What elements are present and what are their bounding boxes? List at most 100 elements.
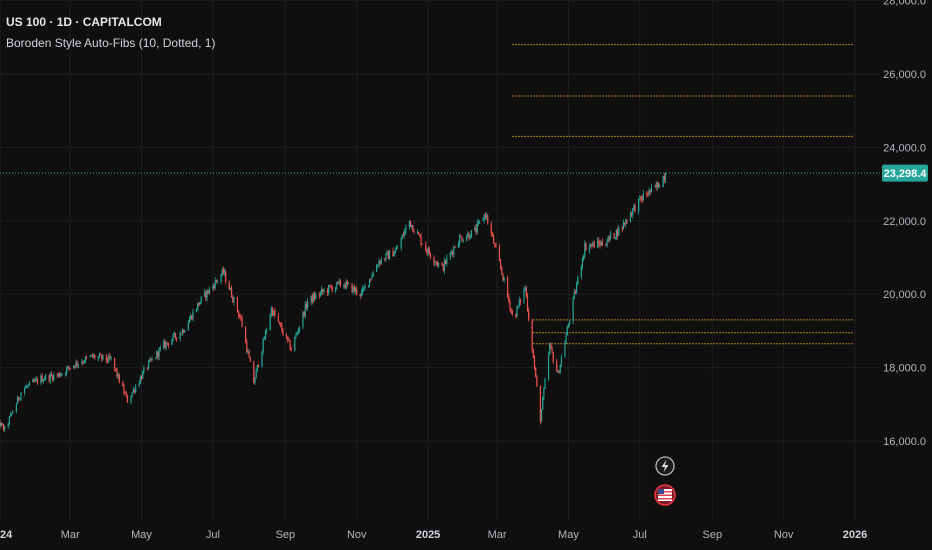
candle — [323, 288, 325, 294]
candle — [253, 360, 255, 384]
candle — [0, 419, 1, 429]
us-flag-icon[interactable] — [654, 484, 676, 506]
candle — [98, 352, 101, 359]
candle — [526, 293, 529, 313]
candle — [443, 257, 446, 274]
candle — [573, 288, 575, 300]
x-tick-label: Sep — [276, 529, 296, 541]
candle — [623, 222, 626, 227]
candle — [397, 245, 399, 249]
candle — [435, 261, 437, 266]
candle — [664, 172, 667, 184]
candle — [40, 374, 42, 386]
candle — [307, 298, 309, 312]
candle — [485, 211, 488, 221]
candle — [567, 323, 570, 329]
candle — [569, 319, 571, 327]
candle — [61, 372, 63, 376]
candle — [163, 339, 165, 350]
candle — [43, 376, 46, 381]
candle — [89, 355, 91, 358]
candle — [468, 232, 470, 241]
candle — [650, 183, 653, 193]
candle — [262, 337, 264, 355]
candle — [394, 247, 396, 254]
candle — [438, 262, 440, 268]
y-tick-label: 18,000.0 — [883, 363, 926, 375]
candle — [515, 313, 517, 319]
symbol-title[interactable]: US 100 · 1D · CAPITALCOM — [6, 15, 162, 29]
candle — [402, 231, 405, 237]
candle — [297, 327, 299, 336]
candle — [400, 236, 402, 251]
candle — [492, 233, 495, 244]
candle — [577, 275, 579, 286]
candle — [370, 278, 372, 282]
candle — [615, 229, 617, 240]
candle — [277, 312, 279, 323]
candle — [91, 353, 94, 358]
candle — [641, 195, 643, 204]
candle — [633, 204, 635, 211]
candle — [108, 353, 110, 363]
candle — [199, 301, 201, 306]
candle — [289, 339, 291, 351]
last-price-value: 23,298.4 — [884, 168, 928, 180]
candle — [73, 365, 75, 369]
candle — [616, 227, 619, 240]
candle — [433, 255, 435, 267]
lightning-icon[interactable] — [655, 456, 675, 476]
candle — [158, 347, 160, 361]
candle — [23, 386, 26, 396]
chart-events[interactable] — [654, 456, 676, 506]
candle — [336, 281, 338, 290]
candle — [460, 234, 462, 238]
candle — [498, 243, 501, 262]
chart-legend: US 100 · 1D · CAPITALCOM Boroden Style A… — [6, 12, 215, 54]
candle — [329, 285, 331, 288]
candle — [500, 258, 502, 270]
indicator-title[interactable]: Boroden Style Auto-Fibs (10, Dotted, 1) — [6, 36, 216, 50]
y-tick-label: 26,000.0 — [883, 69, 926, 81]
candle — [478, 220, 481, 224]
candle — [139, 374, 141, 384]
y-tick-label: 22,000.0 — [883, 216, 926, 228]
candle — [173, 330, 175, 338]
candle — [551, 346, 553, 353]
candle — [484, 212, 486, 220]
candle — [655, 181, 657, 191]
time-axis[interactable]: 2024 Mar May Jul Sep Nov 2025 Mar May Jul Sep Nov 20… — [0, 529, 867, 541]
candle — [229, 287, 232, 291]
candle — [331, 285, 333, 293]
candle — [326, 287, 329, 297]
candle — [588, 243, 591, 254]
candle — [442, 263, 444, 272]
candle — [140, 374, 143, 381]
candle — [647, 191, 649, 198]
candle — [281, 322, 283, 334]
candle — [12, 409, 14, 414]
candle — [167, 342, 170, 349]
x-tick-label: 2024 — [0, 529, 13, 541]
x-tick-label: Nov — [347, 529, 367, 541]
candle — [138, 380, 140, 388]
candle — [411, 224, 413, 230]
candle — [7, 422, 9, 430]
candle — [176, 337, 178, 342]
candle — [223, 268, 226, 277]
candle — [94, 353, 96, 360]
candle — [412, 224, 414, 232]
candle — [11, 412, 13, 417]
candle — [490, 221, 492, 237]
candle — [598, 237, 600, 247]
candle — [540, 409, 543, 422]
candle — [525, 285, 527, 298]
price-axis[interactable]: 28,000.0 26,000.0 24,000.0 22,000.0 20,000.0… — [883, 0, 926, 448]
candle — [266, 327, 268, 335]
candle — [290, 346, 292, 352]
candle — [221, 267, 223, 277]
candle — [90, 354, 92, 357]
candle — [19, 397, 21, 401]
candle — [429, 252, 432, 260]
